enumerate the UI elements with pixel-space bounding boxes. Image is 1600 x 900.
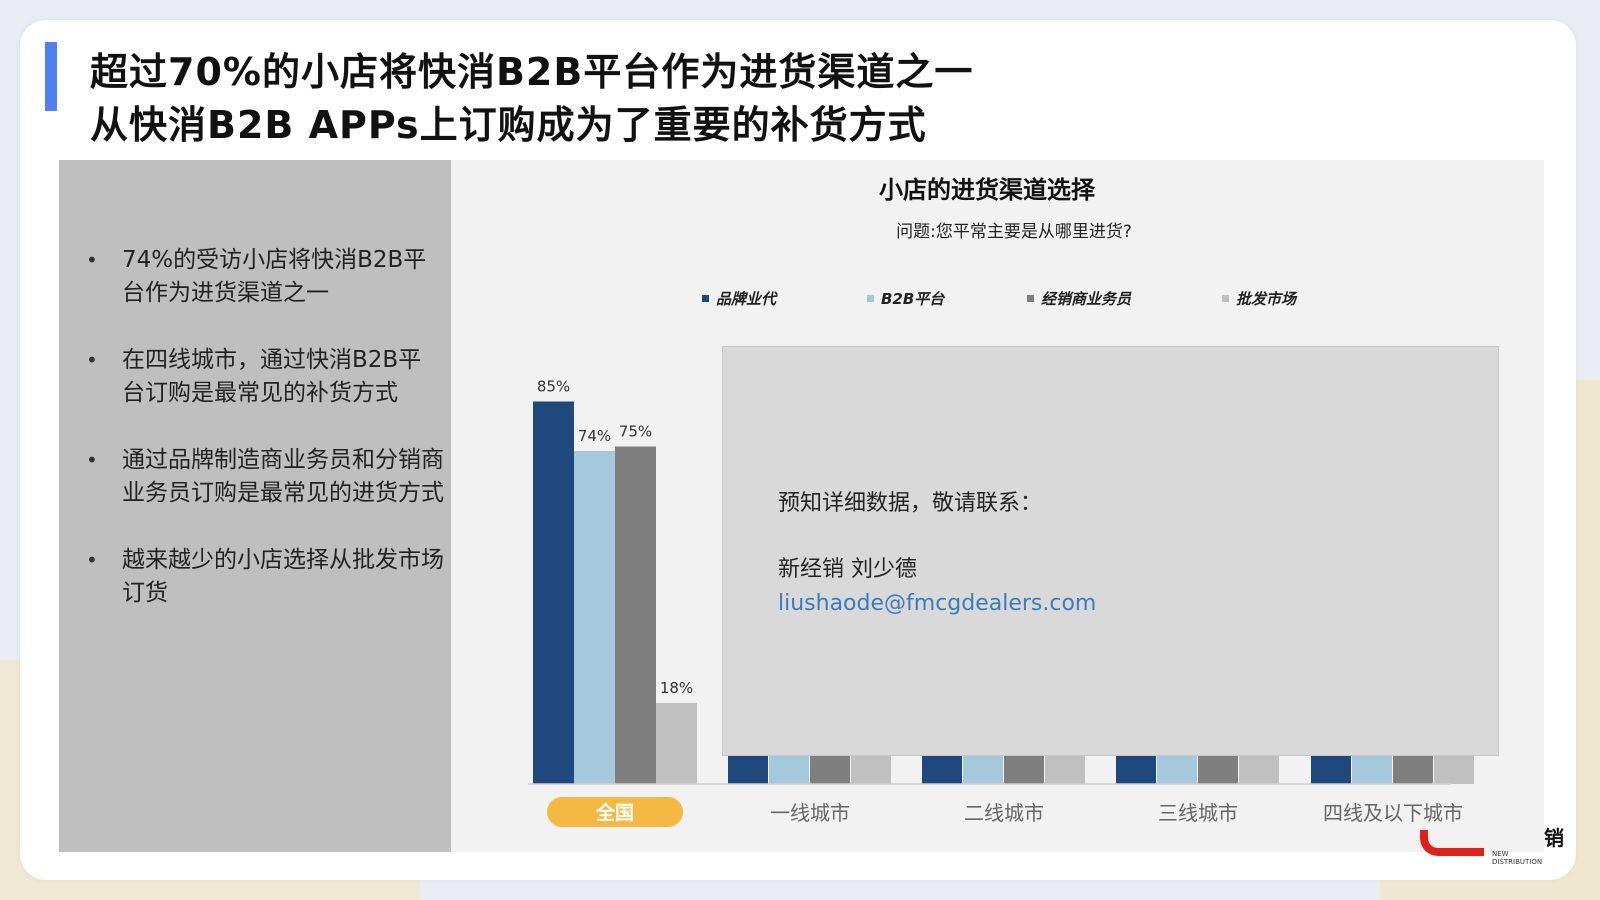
- bar: [1004, 754, 1044, 784]
- bar: [1311, 754, 1351, 784]
- contact-email-link[interactable]: liushaode@fmcgdealers.com: [778, 591, 1097, 616]
- contact-info: 预知详细数据，敬请联系： 新经销 刘少德 liushaode@fmcgdeale…: [778, 487, 1096, 621]
- insight-text: 通过品牌制造商业务员和分销商业务员订购是最常见的进货方式: [122, 447, 444, 506]
- bar: [1434, 754, 1474, 784]
- legend-swatch: [867, 295, 874, 302]
- legend-swatch: [1027, 295, 1034, 302]
- contact-prompt: 预知详细数据，敬请联系：: [778, 491, 1043, 516]
- bar: [1198, 754, 1238, 784]
- bar-value-label: 74%: [578, 427, 611, 445]
- bar: [963, 754, 1003, 784]
- bar: [728, 754, 768, 784]
- insight-item: • 74%的受访小店将快消B2B平台作为进货渠道之一: [84, 244, 444, 310]
- x-axis-labels: 全国 一线城市 二线城市 三线城市 四线及以下城市: [547, 797, 1463, 827]
- bar: [1393, 754, 1433, 784]
- legend-label: 品牌业代: [716, 290, 778, 308]
- bar: [574, 451, 615, 784]
- bar: [810, 754, 850, 784]
- insights-list: • 74%的受访小店将快消B2B平台作为进货渠道之一 • 在四线城市，通过快消B…: [84, 244, 444, 644]
- bar: [769, 754, 809, 784]
- chart-bars: 85% 74% 75% 18%: [533, 378, 1474, 784]
- legend-label: B2B平台: [881, 290, 945, 308]
- x-label-highlight: [547, 797, 683, 827]
- bullet-dot-icon: •: [86, 348, 98, 372]
- bullet-dot-icon: •: [86, 448, 98, 472]
- bar: [1239, 754, 1279, 784]
- chart-subtitle: 问题:您平常主要是从哪里进货?: [896, 222, 1132, 242]
- chart-legend: 品牌业代 B2B平台 经销商业务员 批发市场: [702, 290, 1298, 308]
- title-line-1: 超过70%的小店将快消B2B平台作为进货渠道之一: [90, 50, 974, 94]
- bullet-dot-icon: •: [86, 548, 98, 572]
- bar: [1157, 754, 1197, 784]
- logo-english-text: NEW DISTRIBUTION: [1492, 850, 1543, 866]
- bar-value-label: 75%: [619, 423, 652, 441]
- bullet-dot-icon: •: [86, 248, 98, 272]
- logo-mark-icon: [1420, 830, 1484, 856]
- insight-text: 74%的受访小店将快消B2B平台作为进货渠道之一: [122, 247, 427, 306]
- x-axis-label: 三线城市: [1158, 801, 1238, 825]
- bar: [1116, 754, 1156, 784]
- chart-title: 小店的进货渠道选择: [879, 176, 1096, 204]
- bar: [922, 754, 962, 784]
- legend-swatch: [1222, 295, 1229, 302]
- insight-item: • 在四线城市，通过快消B2B平台订购是最常见的补货方式: [84, 344, 444, 410]
- legend-swatch: [702, 295, 709, 302]
- bar: [851, 754, 891, 784]
- x-axis-label: 一线城市: [770, 801, 850, 825]
- contact-name: 新经销 刘少德: [778, 557, 917, 582]
- bar-value-label: 18%: [660, 679, 693, 697]
- title-accent-bar: [45, 42, 57, 111]
- logo-chinese-text: 销: [1544, 826, 1564, 850]
- x-axis-label: 全国: [595, 801, 634, 824]
- insights-panel: [59, 160, 451, 852]
- bar: [615, 446, 656, 784]
- legend-label: 经销商业务员: [1041, 290, 1132, 308]
- slide-title: 超过70%的小店将快消B2B平台作为进货渠道之一 从快消B2B APPs上订购成…: [90, 46, 973, 152]
- bar: [656, 703, 697, 784]
- insight-item: • 越来越少的小店选择从批发市场订货: [84, 544, 444, 610]
- contact-overlay: [722, 346, 1499, 756]
- x-axis-label: 四线及以下城市: [1323, 801, 1463, 825]
- legend-label: 批发市场: [1236, 290, 1298, 308]
- bar-chart: 小店的进货渠道选择 问题:您平常主要是从哪里进货? 品牌业代 B2B平台 经销商业务…: [528, 176, 1474, 827]
- bar: [533, 401, 574, 784]
- insight-text: 在四线城市，通过快消B2B平台订购是最常见的补货方式: [122, 347, 422, 406]
- insight-text: 越来越少的小店选择从批发市场订货: [122, 547, 444, 606]
- insight-item: • 通过品牌制造商业务员和分销商业务员订购是最常见的进货方式: [84, 444, 444, 510]
- bar: [1045, 754, 1085, 784]
- bar: [1352, 754, 1392, 784]
- bar-value-label: 85%: [537, 378, 570, 396]
- x-axis-label: 二线城市: [964, 801, 1044, 825]
- brand-logo: NEW DISTRIBUTION 销: [1420, 822, 1564, 866]
- title-line-2: 从快消B2B APPs上订购成为了重要的补货方式: [90, 103, 927, 147]
